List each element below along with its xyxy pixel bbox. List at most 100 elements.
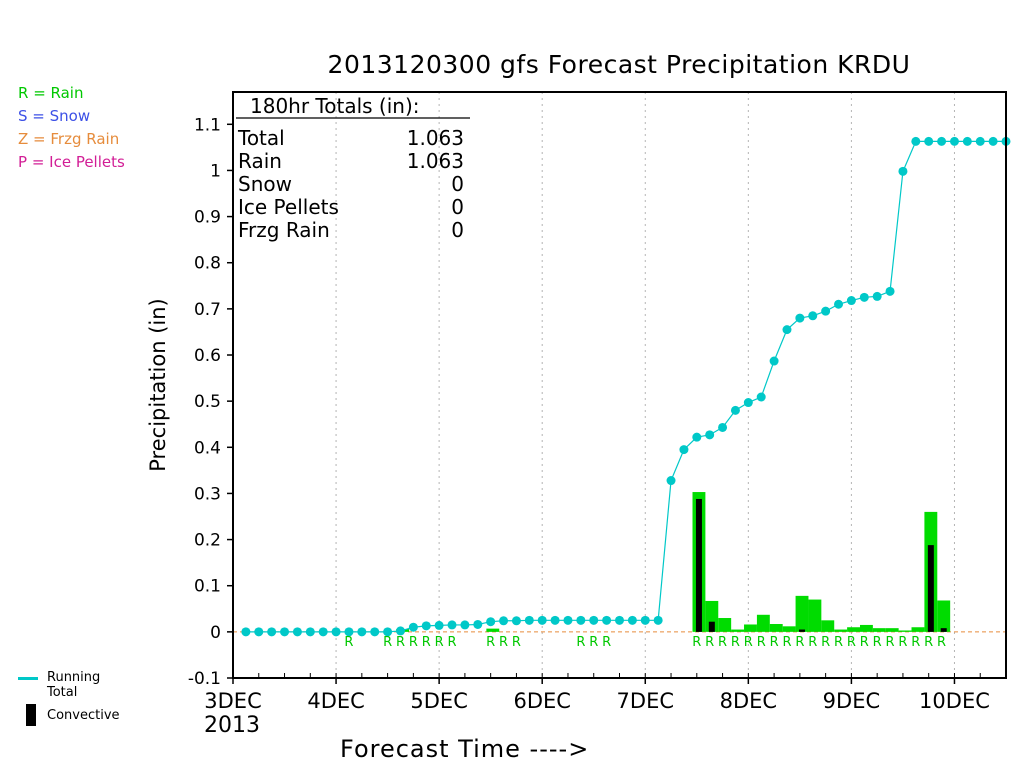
totals-row-label: Frzg Rain [238,218,330,242]
running-total-point [241,627,251,637]
ptype-marker: R [344,635,353,650]
running-total-point [254,627,264,637]
convective-bar [940,628,947,632]
rain-bar [744,624,757,632]
running-total-line [245,140,1006,633]
rain-bar [486,628,500,632]
running-total-point [834,299,844,309]
ptype-marker: R [731,635,740,650]
running-total-point [808,311,818,321]
running-total-point [331,627,341,637]
ptype-marker: R [744,635,753,650]
ptype-marker: R [782,635,791,650]
running-total-point [821,306,831,316]
y-tick-label: 0.7 [194,300,221,320]
rain-bar [834,629,848,632]
running-total-point [937,136,947,146]
running-total-point [511,616,521,626]
ptype-marker: R [692,635,701,650]
running-total-point [653,615,663,625]
ptype-marker: R [873,635,882,650]
y-tick-label: 1.1 [194,115,221,135]
ptype-marker: R [422,635,431,650]
x-tick-label: 9DEC [823,689,880,713]
convective-bar [708,621,715,632]
totals-row-label: Rain [238,149,282,173]
y-tick-label: 1 [210,161,221,181]
y-tick-label: 0.5 [194,392,221,412]
rain-bar [705,600,719,632]
totals-row-value: 0 [451,218,464,242]
running-total-point [924,136,934,146]
running-total-point [460,620,470,630]
ptype-marker: R [757,635,766,650]
ptype-marker: R [808,635,817,650]
totals-row-value: 0 [451,195,464,219]
ptype-marker: R [911,635,920,650]
rain-bar [731,629,745,632]
ptype-marker: R [860,635,869,650]
y-tick-label: 0.2 [194,531,221,551]
ptype-marker: R [770,635,779,650]
running-total-point [357,627,367,637]
ptype-marker: R [396,635,405,650]
rain-bar [885,628,899,632]
running-total-point [537,615,547,625]
y-tick-label: 0.6 [194,346,221,366]
y-tick-label: 0.8 [194,254,221,274]
rain-bar [898,630,912,632]
rain-bar [821,620,835,632]
rain-bar [911,627,925,632]
running-total-point [344,627,354,637]
ptype-legend: R = Rain S = Snow Z = Frzg Rain P = Ice … [18,82,125,174]
running-total-point [846,296,856,306]
running-total-point [756,392,766,402]
ptype-marker: R [383,635,392,650]
running-total-point [640,615,650,625]
running-total-point [782,325,792,335]
y-tick-label: 0 [210,623,221,643]
ptype-marker: R [795,635,804,650]
running-total-point [408,622,418,632]
running-total-point [859,292,869,302]
running-total-point [434,620,444,630]
ptype-marker: R [602,635,611,650]
running-total-point [705,430,715,440]
running-total-point [524,615,534,625]
ptype-marker: R [705,635,714,650]
ptype-marker: R [937,635,946,650]
ptype-marker: R [409,635,418,650]
running-total-point [911,136,921,146]
running-total-swatch-icon [18,677,38,680]
ptype-marker: R [924,635,933,650]
plot-frame [232,91,1007,679]
running-total-point [885,286,895,296]
running-total-point [292,627,302,637]
running-total-point [679,445,689,455]
ptype-marker: R [834,635,843,650]
y-tick-label: 0.4 [194,438,221,458]
running-total-point [615,615,624,625]
running-total-point [769,356,779,366]
y-tick-label: 0.1 [194,577,221,597]
running-total-point [486,617,496,627]
running-total-point [499,616,509,626]
totals-row-label: Snow [238,172,292,196]
x-tick-label: 8DEC [720,689,777,713]
running-total-point [962,136,972,146]
running-total-point [576,615,586,625]
x-tick-label: 10DEC [919,689,990,713]
ptype-marker: R [847,635,856,650]
convective-bar [799,629,806,632]
running-total-point [872,291,882,301]
x-axis-label: Forecast Time ----> [340,735,590,763]
running-total-point [318,627,328,637]
running-total-point [743,398,753,408]
ptype-marker: R [821,635,830,650]
legend-convective: Convective [47,708,120,723]
rain-bar [937,600,951,632]
x-tick-label: 5DEC [410,689,467,713]
running-total-point [589,615,599,625]
x-tick-label: 7DEC [617,689,674,713]
